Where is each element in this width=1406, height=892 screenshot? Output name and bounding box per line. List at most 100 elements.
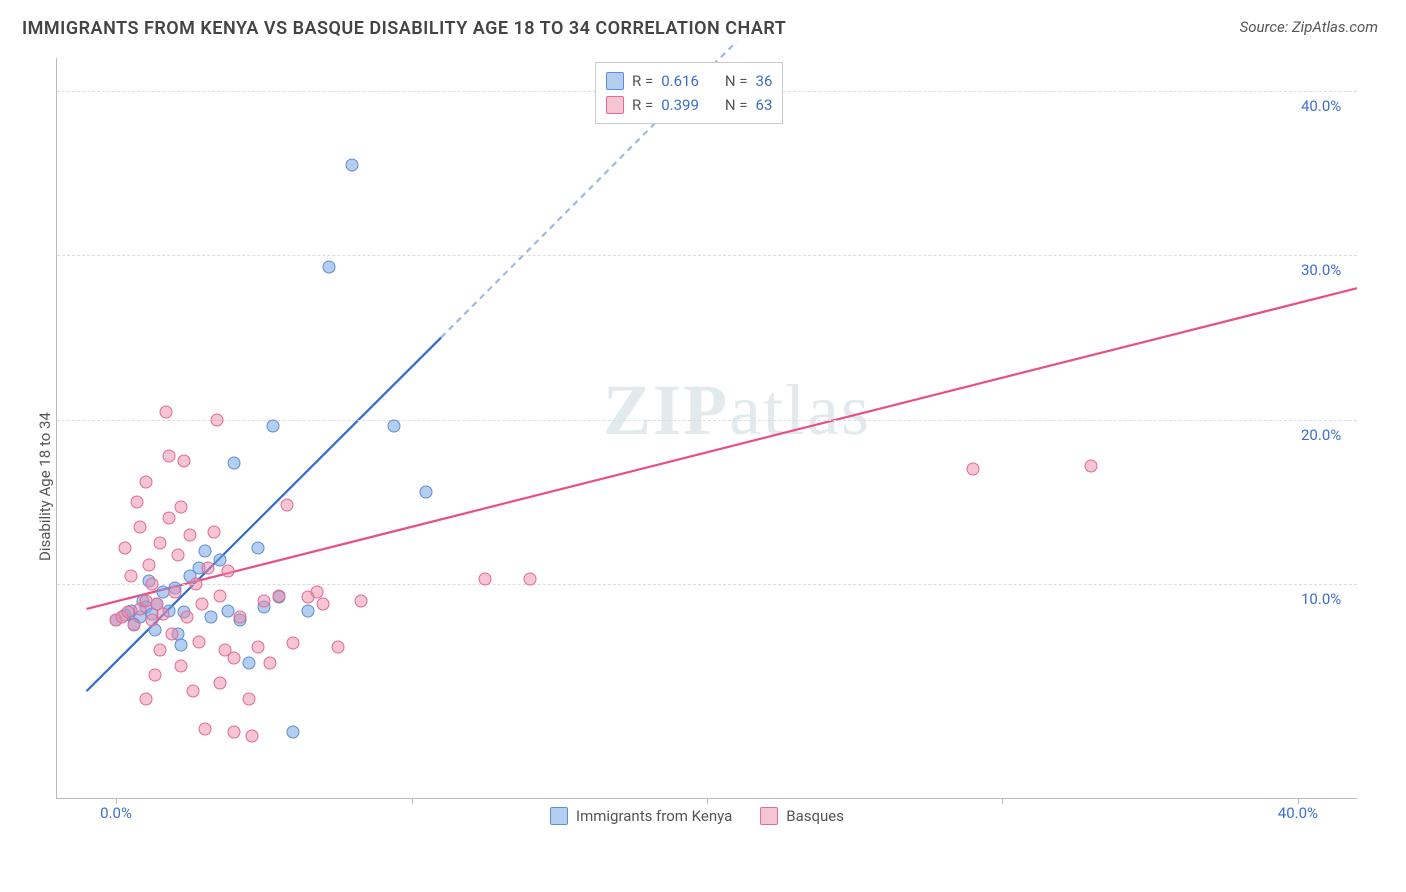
data-point-basques (243, 693, 256, 706)
stats-row-kenya: R =0.616N =36 (606, 69, 772, 93)
data-point-basques (160, 405, 173, 418)
data-point-basques (228, 726, 241, 739)
data-point-basques (189, 578, 202, 591)
data-point-basques (201, 561, 214, 574)
data-point-basques (163, 512, 176, 525)
data-point-basques (207, 525, 220, 538)
legend-item-basques: Basques (760, 804, 844, 828)
watermark-zip: ZIP (603, 370, 729, 450)
data-point-basques (246, 729, 259, 742)
correlation-chart: Disability Age 18 to 34 ZIPatlas 10.0%20… (50, 50, 1370, 810)
watermark-atlas: atlas (729, 370, 871, 450)
data-point-basques (172, 548, 185, 561)
data-point-basques (228, 652, 241, 665)
y-tick-label: 30.0% (1301, 261, 1341, 279)
data-point-kenya (251, 542, 264, 555)
n-value: 36 (756, 69, 773, 93)
stats-row-basques: R =0.399N =63 (606, 93, 772, 117)
data-point-basques (130, 496, 143, 509)
source-prefix: Source: (1240, 18, 1292, 36)
data-point-basques (263, 657, 276, 670)
swatch-basques (760, 807, 778, 825)
swatch-kenya (550, 807, 568, 825)
data-point-kenya (387, 420, 400, 433)
series-legend: Immigrants from Kenya Basques (550, 804, 844, 828)
stats-legend: R =0.616N =36R =0.399N =63 (595, 62, 783, 124)
chart-title: IMMIGRANTS FROM KENYA VS BASQUE DISABILI… (22, 18, 786, 39)
data-point-basques (148, 668, 161, 681)
data-point-basques (331, 640, 344, 653)
data-point-basques (272, 589, 285, 602)
data-point-basques (479, 573, 492, 586)
data-point-basques (183, 528, 196, 541)
n-value: 63 (756, 93, 773, 117)
data-point-basques (234, 611, 247, 624)
r-value: 0.399 (661, 93, 699, 117)
data-point-basques (178, 454, 191, 467)
source-attribution: Source: ZipAtlas.com (1240, 18, 1378, 36)
gridline (57, 584, 1357, 585)
plot-area: ZIPatlas 10.0%20.0%30.0%40.0%0.0%40.0% (56, 58, 1357, 799)
source-name: ZipAtlas.com (1292, 18, 1378, 36)
data-point-basques (316, 597, 329, 610)
data-point-basques (251, 640, 264, 653)
data-point-kenya (266, 420, 279, 433)
data-point-basques (287, 637, 300, 650)
legend-item-kenya: Immigrants from Kenya (550, 804, 732, 828)
data-point-basques (213, 676, 226, 689)
data-point-kenya (228, 456, 241, 469)
n-label: N = (725, 93, 748, 117)
data-point-basques (210, 413, 223, 426)
data-point-kenya (213, 553, 226, 566)
chart-header: IMMIGRANTS FROM KENYA VS BASQUE DISABILI… (0, 0, 1406, 39)
watermark: ZIPatlas (603, 369, 871, 452)
x-tick (412, 798, 413, 804)
legend-label: Basques (786, 804, 844, 828)
data-point-kenya (302, 604, 315, 617)
legend-label: Immigrants from Kenya (576, 804, 732, 828)
x-tick-label: 0.0% (100, 804, 132, 822)
y-tick-label: 40.0% (1301, 97, 1341, 115)
data-point-basques (154, 644, 167, 657)
data-point-kenya (322, 260, 335, 273)
y-tick-label: 10.0% (1301, 590, 1341, 608)
y-tick-label: 20.0% (1301, 426, 1341, 444)
data-point-basques (222, 565, 235, 578)
data-point-basques (145, 578, 158, 591)
data-point-basques (127, 619, 140, 632)
x-tick (1002, 798, 1003, 804)
data-point-basques (195, 597, 208, 610)
data-point-kenya (175, 639, 188, 652)
data-point-basques (523, 573, 536, 586)
data-point-basques (157, 607, 170, 620)
n-label: N = (725, 69, 748, 93)
swatch-basques (606, 96, 624, 114)
data-point-basques (139, 476, 152, 489)
data-point-basques (181, 611, 194, 624)
y-axis-label: Disability Age 18 to 34 (36, 412, 54, 561)
data-point-basques (175, 660, 188, 673)
data-point-basques (198, 722, 211, 735)
data-point-basques (175, 500, 188, 513)
gridline (57, 255, 1357, 256)
data-point-basques (142, 558, 155, 571)
data-point-basques (154, 537, 167, 550)
data-point-basques (213, 589, 226, 602)
data-point-basques (355, 594, 368, 607)
x-tick-label: 40.0% (1278, 804, 1318, 822)
data-point-basques (139, 693, 152, 706)
data-point-basques (257, 594, 270, 607)
data-point-basques (281, 499, 294, 512)
data-point-basques (169, 586, 182, 599)
data-point-basques (1085, 459, 1098, 472)
data-point-kenya (346, 158, 359, 171)
swatch-kenya (606, 72, 624, 90)
data-point-kenya (420, 486, 433, 499)
data-point-kenya (287, 726, 300, 739)
data-point-basques (145, 614, 158, 627)
r-value: 0.616 (661, 69, 699, 93)
data-point-basques (124, 570, 137, 583)
data-point-basques (133, 520, 146, 533)
data-point-basques (192, 635, 205, 648)
data-point-basques (966, 463, 979, 476)
